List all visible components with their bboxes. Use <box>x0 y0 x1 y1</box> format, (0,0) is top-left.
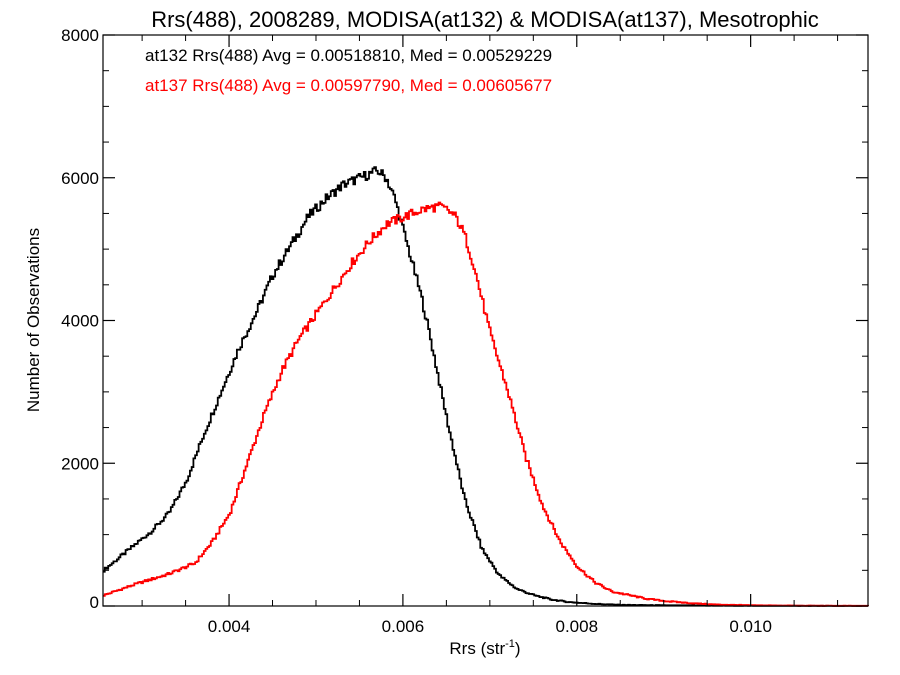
series-line-1 <box>103 201 869 607</box>
annotation-at132: at132 Rrs(488) Avg = 0.00518810, Med = 0… <box>145 46 552 65</box>
x-tick-label: 0.008 <box>556 617 599 636</box>
x-axis-label: Rrs (str-1) <box>449 638 520 658</box>
y-tick-label: 2000 <box>61 454 99 473</box>
y-tick-label: 8000 <box>61 26 99 45</box>
chart-title: Rrs(488), 2008289, MODISA(at132) & MODIS… <box>151 7 819 32</box>
y-tick-label: 6000 <box>61 169 99 188</box>
x-tick-label: 0.006 <box>382 617 425 636</box>
y-axis-label: Number of Observations <box>24 228 43 412</box>
x-tick-label: 0.004 <box>208 617 251 636</box>
axis-layer: 0.004 0.006 0.008 0.010 0 2000 4000 6000 8000 <box>61 26 868 636</box>
y-tick-label: 4000 <box>61 312 99 331</box>
x-tick-label: 0.010 <box>729 617 772 636</box>
x-axis-label-suffix: ) <box>515 639 521 658</box>
x-axis-label-main: Rrs (str <box>449 639 505 658</box>
y-tick-label: 0 <box>90 593 99 612</box>
annotation-at137: at137 Rrs(488) Avg = 0.00597790, Med = 0… <box>145 76 552 95</box>
x-axis-label-superscript: -1 <box>505 638 515 650</box>
